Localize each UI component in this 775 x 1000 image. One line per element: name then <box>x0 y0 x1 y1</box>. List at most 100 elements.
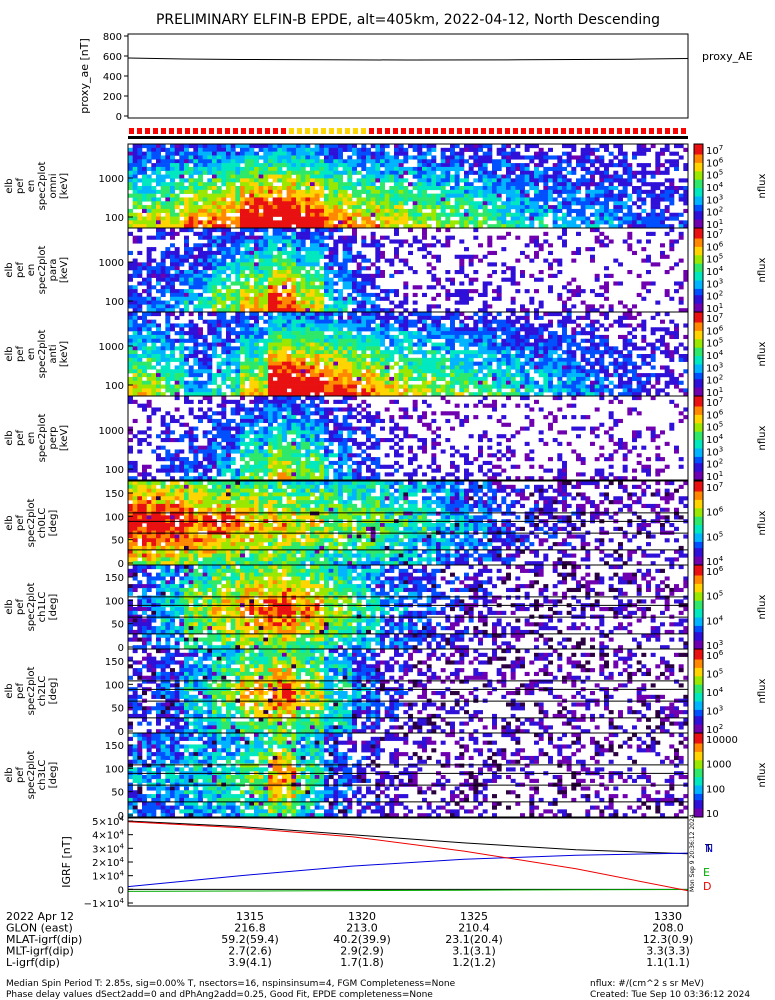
heatmap-cell <box>286 346 292 351</box>
heatmap-cell <box>193 357 199 362</box>
heatmap-cell <box>296 159 301 164</box>
heatmap-cell <box>412 388 418 393</box>
heatmap-cell <box>263 270 269 275</box>
heatmap-cell <box>510 296 516 301</box>
heatmap-cell <box>226 342 231 347</box>
heatmap-cell <box>305 369 311 374</box>
heatmap-cell <box>590 304 595 309</box>
heatmap-cell <box>221 254 227 259</box>
heatmap-cell <box>314 369 320 374</box>
heatmap-cell <box>366 273 371 278</box>
heatmap-cell <box>473 235 479 240</box>
heatmap-cell <box>338 273 343 278</box>
heatmap-cell <box>226 308 231 313</box>
heatmap-cell <box>641 163 647 168</box>
heatmap-cell <box>128 212 133 217</box>
heatmap-cell <box>543 159 549 164</box>
heatmap-cell <box>366 373 371 378</box>
colorbar-step <box>694 183 703 187</box>
heatmap-cell <box>384 208 390 214</box>
heatmap-cell <box>212 342 217 347</box>
heatmap-cell <box>160 266 166 271</box>
heatmap-cell <box>352 308 357 313</box>
heatmap-cell <box>352 258 357 263</box>
heatmap-cell <box>534 174 539 179</box>
heatmap-cell <box>576 182 581 187</box>
flag-segment <box>353 128 358 134</box>
heatmap-cell <box>324 365 329 370</box>
heatmap-cell <box>300 155 306 160</box>
heatmap-cell <box>431 266 437 271</box>
heatmap-cell <box>226 159 231 164</box>
colorbar-step <box>694 293 703 296</box>
heatmap-cell <box>422 216 427 221</box>
heatmap-cell <box>431 304 437 309</box>
heatmap-cell <box>473 220 479 225</box>
heatmap-cell <box>333 323 339 328</box>
colorbar-step <box>694 156 703 160</box>
heatmap-cell <box>566 289 572 294</box>
heatmap-cell <box>319 312 325 317</box>
heatmap-cell <box>333 304 339 309</box>
heatmap-cell <box>664 166 670 172</box>
heatmap-cell <box>398 346 404 351</box>
heatmap-cell <box>272 338 278 343</box>
heatmap-cell <box>244 243 250 248</box>
heatmap-cell <box>333 338 339 343</box>
heatmap-cell <box>305 334 311 340</box>
heatmap-cell <box>436 186 441 191</box>
heatmap-cell <box>552 224 558 229</box>
heatmap-cell <box>160 384 166 389</box>
heatmap-cell <box>184 228 189 233</box>
heatmap-cell <box>678 235 684 240</box>
heatmap-cell <box>165 380 171 385</box>
heatmap-cell <box>160 262 166 267</box>
heatmap-cell <box>151 392 157 397</box>
heatmap-cell <box>221 243 227 248</box>
heatmap-cell <box>137 151 143 156</box>
heatmap-cell <box>524 208 530 214</box>
heatmap-cell <box>184 388 189 393</box>
heatmap-cell <box>156 357 161 362</box>
heatmap-cell <box>240 376 245 382</box>
heatmap-ylabel-line: elb <box>4 178 15 193</box>
heatmap-cell <box>235 376 241 382</box>
heatmap-cell <box>422 292 427 298</box>
heatmap-cell <box>305 289 311 294</box>
heatmap-cell <box>198 186 203 191</box>
heatmap-cell <box>235 159 241 164</box>
heatmap-cell <box>207 166 213 172</box>
heatmap-cell <box>394 189 399 194</box>
heatmap-cell <box>305 250 311 256</box>
heatmap-cell <box>403 354 409 359</box>
heatmap-cell <box>128 273 133 278</box>
heatmap-cell <box>594 189 600 194</box>
heatmap-cell <box>459 342 465 347</box>
heatmap-cell <box>398 182 404 187</box>
heatmap-cell <box>235 186 241 191</box>
heatmap-cell <box>179 327 185 332</box>
heatmap-cell <box>669 151 675 156</box>
heatmap-cell <box>403 376 409 382</box>
heatmap-cell <box>314 193 320 198</box>
heatmap-cell <box>571 292 577 298</box>
heatmap-cell <box>193 323 199 328</box>
heatmap-cell <box>319 304 325 309</box>
heatmap-cell <box>426 151 432 156</box>
heatmap-cell <box>450 380 455 385</box>
heatmap-cell <box>128 346 133 351</box>
heatmap-cell <box>548 285 553 290</box>
heatmap-cell <box>678 281 684 286</box>
heatmap-cell <box>240 250 245 256</box>
heatmap-cell <box>384 357 390 362</box>
heatmap-cell <box>165 197 171 202</box>
heatmap-cell <box>636 151 642 156</box>
heatmap-cell <box>216 315 222 320</box>
heatmap-cell <box>142 392 147 397</box>
heatmap-cell <box>324 384 329 389</box>
heatmap-cell <box>650 224 656 229</box>
heatmap-cell <box>240 231 245 236</box>
heatmap-cell <box>286 376 292 382</box>
heatmap-cell <box>244 346 250 351</box>
heatmap-cell <box>604 289 609 294</box>
